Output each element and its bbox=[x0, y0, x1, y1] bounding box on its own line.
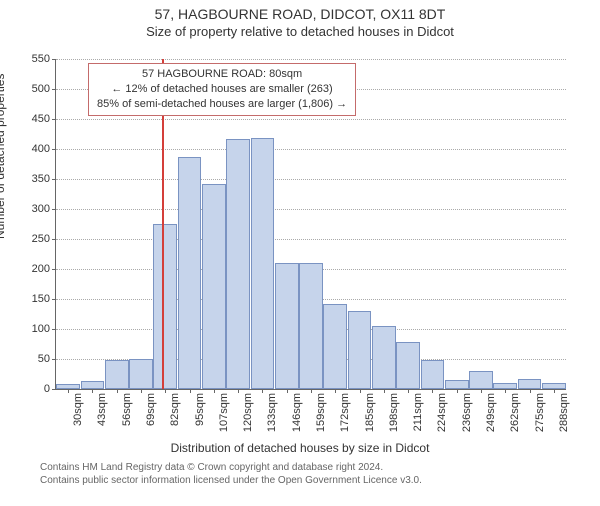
grid-line bbox=[56, 179, 566, 180]
histogram-bar bbox=[275, 263, 299, 389]
x-tick-mark bbox=[311, 389, 312, 393]
x-tick-mark bbox=[117, 389, 118, 393]
x-tick-label: 211sqm bbox=[412, 389, 424, 431]
histogram-bar bbox=[396, 342, 420, 389]
grid-line bbox=[56, 149, 566, 150]
chart-title: 57, HAGBOURNE ROAD, DIDCOT, OX11 8DT bbox=[0, 6, 600, 22]
y-tick-label: 450 bbox=[20, 113, 56, 125]
y-tick-label: 350 bbox=[20, 173, 56, 185]
x-tick-label: 69sqm bbox=[145, 389, 157, 426]
histogram-bar bbox=[226, 139, 250, 389]
marker-info-box: 57 HAGBOURNE ROAD: 80sqm← 12% of detache… bbox=[88, 63, 356, 116]
histogram-bar bbox=[129, 359, 153, 389]
histogram-bar bbox=[81, 381, 105, 389]
histogram-bar bbox=[105, 360, 129, 389]
x-tick-mark bbox=[214, 389, 215, 393]
x-tick-mark bbox=[190, 389, 191, 393]
x-tick-label: 133sqm bbox=[266, 389, 278, 432]
y-tick-label: 400 bbox=[20, 143, 56, 155]
x-tick-mark bbox=[335, 389, 336, 393]
x-tick-label: 172sqm bbox=[339, 389, 351, 432]
histogram-bar bbox=[323, 304, 347, 389]
grid-line bbox=[56, 209, 566, 210]
grid-line bbox=[56, 119, 566, 120]
x-tick-mark bbox=[68, 389, 69, 393]
chart-subtitle: Size of property relative to detached ho… bbox=[0, 24, 600, 39]
y-tick-label: 250 bbox=[20, 233, 56, 245]
x-tick-mark bbox=[530, 389, 531, 393]
y-tick-label: 500 bbox=[20, 83, 56, 95]
x-tick-label: 275sqm bbox=[534, 389, 546, 432]
histogram-bar bbox=[372, 326, 396, 389]
grid-line bbox=[56, 239, 566, 240]
y-tick-label: 200 bbox=[20, 263, 56, 275]
x-tick-mark bbox=[408, 389, 409, 393]
y-tick-label: 300 bbox=[20, 203, 56, 215]
x-tick-label: 146sqm bbox=[291, 389, 303, 432]
info-box-line: ← 12% of detached houses are smaller (26… bbox=[97, 82, 347, 97]
x-tick-mark bbox=[165, 389, 166, 393]
histogram-bar bbox=[251, 138, 275, 389]
footer-attribution: Contains HM Land Registry data © Crown c… bbox=[40, 461, 590, 487]
info-box-line: 57 HAGBOURNE ROAD: 80sqm bbox=[97, 67, 347, 82]
x-tick-mark bbox=[505, 389, 506, 393]
grid-line bbox=[56, 59, 566, 60]
x-tick-label: 198sqm bbox=[388, 389, 400, 432]
x-tick-mark bbox=[457, 389, 458, 393]
x-tick-label: 185sqm bbox=[364, 389, 376, 432]
y-tick-label: 100 bbox=[20, 323, 56, 335]
x-axis-label: Distribution of detached houses by size … bbox=[0, 441, 600, 455]
x-tick-mark bbox=[384, 389, 385, 393]
x-tick-label: 30sqm bbox=[72, 389, 84, 426]
x-tick-mark bbox=[360, 389, 361, 393]
histogram-bar bbox=[153, 224, 177, 389]
y-tick-label: 550 bbox=[20, 53, 56, 65]
footer-line-1: Contains HM Land Registry data © Crown c… bbox=[40, 461, 590, 474]
x-tick-label: 107sqm bbox=[218, 389, 230, 432]
x-tick-mark bbox=[262, 389, 263, 393]
y-axis-label: Number of detached properties bbox=[0, 74, 7, 239]
x-tick-label: 43sqm bbox=[96, 389, 108, 426]
x-tick-mark bbox=[554, 389, 555, 393]
histogram-bar bbox=[202, 184, 226, 389]
histogram-bar bbox=[348, 311, 372, 389]
x-tick-mark bbox=[287, 389, 288, 393]
histogram-bar bbox=[299, 263, 323, 389]
y-tick-label: 0 bbox=[20, 383, 56, 395]
y-tick-label: 50 bbox=[20, 353, 56, 365]
x-tick-label: 95sqm bbox=[194, 389, 206, 426]
histogram-bar bbox=[421, 360, 445, 389]
x-tick-mark bbox=[92, 389, 93, 393]
x-tick-label: 236sqm bbox=[461, 389, 473, 432]
histogram-bar bbox=[445, 380, 469, 389]
x-tick-mark bbox=[141, 389, 142, 393]
x-tick-label: 120sqm bbox=[242, 389, 254, 432]
x-tick-label: 224sqm bbox=[436, 389, 448, 432]
plot-area: 05010015020025030035040045050055030sqm43… bbox=[55, 59, 566, 390]
info-box-line: 85% of semi-detached houses are larger (… bbox=[97, 97, 347, 112]
x-tick-label: 262sqm bbox=[509, 389, 521, 432]
footer-line-2: Contains public sector information licen… bbox=[40, 474, 590, 487]
x-tick-label: 56sqm bbox=[121, 389, 133, 426]
x-tick-mark bbox=[481, 389, 482, 393]
x-tick-label: 288sqm bbox=[558, 389, 570, 432]
x-tick-mark bbox=[238, 389, 239, 393]
chart-container: Number of detached properties 0501001502… bbox=[0, 39, 600, 439]
y-tick-label: 150 bbox=[20, 293, 56, 305]
x-tick-label: 82sqm bbox=[169, 389, 181, 426]
histogram-bar bbox=[518, 379, 542, 389]
histogram-bar bbox=[469, 371, 493, 389]
histogram-bar bbox=[178, 157, 202, 389]
x-tick-label: 249sqm bbox=[485, 389, 497, 432]
x-tick-mark bbox=[432, 389, 433, 393]
x-tick-label: 159sqm bbox=[315, 389, 327, 432]
